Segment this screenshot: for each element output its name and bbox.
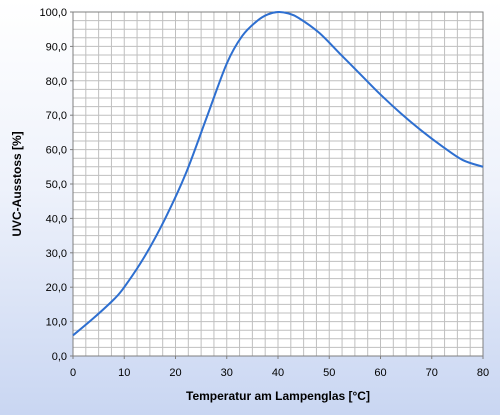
y-axis-title: UVC-Ausstoss [%] <box>10 131 24 236</box>
y-tick-label: 60,0 <box>46 145 67 157</box>
series-line <box>72 10 484 337</box>
y-tick-label: 40,0 <box>46 213 67 225</box>
x-tick-label: 70 <box>426 367 438 379</box>
x-tick-label: 0 <box>70 367 76 379</box>
y-tick-label: 30,0 <box>46 248 67 260</box>
grid <box>73 12 483 356</box>
y-tick-label: 100,0 <box>39 7 67 19</box>
x-tick-label: 20 <box>169 367 181 379</box>
y-tick-label: 10,0 <box>46 317 67 329</box>
y-axis: 0,0 10,0 20,0 30,0 40,0 50,0 60,0 70,0 80,0 90,0 1… <box>39 7 73 363</box>
x-axis: 0 10 20 30 40 50 60 70 80 <box>70 356 489 379</box>
x-axis-title: Temperatur am Lampenglas [°C] <box>186 389 370 403</box>
y-tick-label: 80,0 <box>46 76 67 88</box>
x-tick-label: 10 <box>118 367 130 379</box>
x-tick-label: 60 <box>374 367 386 379</box>
x-tick-label: 50 <box>323 367 335 379</box>
x-tick-label: 40 <box>272 367 284 379</box>
y-tick-label: 90,0 <box>46 41 67 53</box>
y-tick-label: 20,0 <box>46 282 67 294</box>
x-tick-label: 30 <box>221 367 233 379</box>
y-tick-label: 50,0 <box>46 179 67 191</box>
y-tick-label: 70,0 <box>46 110 67 122</box>
x-tick-label: 80 <box>477 367 489 379</box>
y-tick-label: 0,0 <box>52 351 67 363</box>
